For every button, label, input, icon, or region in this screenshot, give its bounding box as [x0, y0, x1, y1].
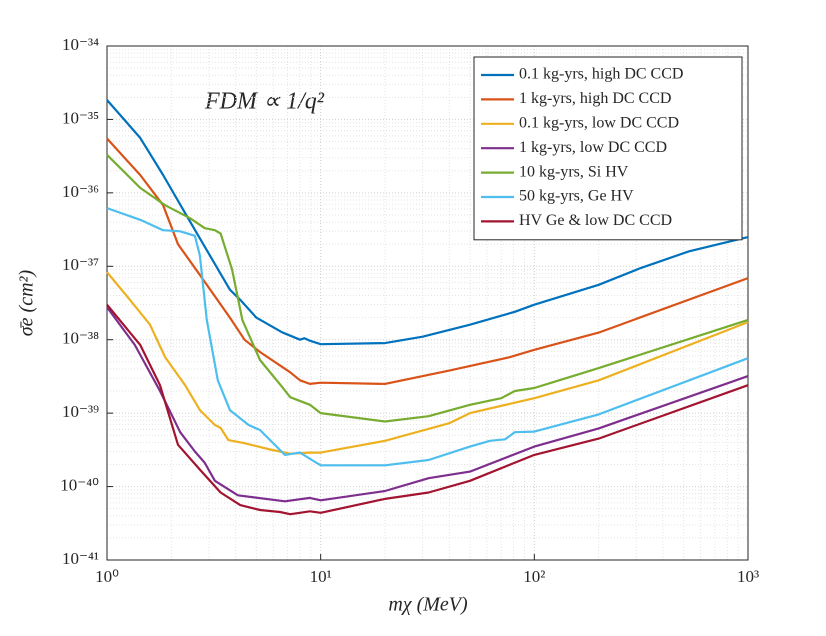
x-tick-label: 10¹: [310, 567, 332, 586]
y-tick-label: 10⁻³⁴: [62, 35, 99, 54]
x-tick-label: 10⁰: [95, 567, 119, 586]
x-tick-label: 10²: [523, 567, 545, 586]
legend-label: 1 kg-yrs, low DC CCD: [519, 139, 667, 156]
x-tick-label: 10³: [737, 567, 759, 586]
legend-label: 0.1 kg-yrs, low DC CCD: [519, 114, 679, 131]
legend-label: 0.1 kg-yrs, high DC CCD: [519, 66, 683, 83]
y-axis-label: σ̄e (cm²): [16, 269, 38, 336]
x-axis-label: mχ (MeV): [388, 594, 468, 616]
series-line: [106, 137, 749, 385]
y-tick-label: 10⁻⁴⁰: [60, 475, 99, 494]
y-tick-label: 10⁻⁴¹: [62, 549, 99, 568]
series-line: [106, 271, 749, 455]
series-line: [106, 154, 749, 423]
series-line: [106, 99, 749, 346]
annotation: FDM ∝ 1/q²: [204, 89, 325, 115]
y-tick-label: 10⁻³⁷: [62, 255, 99, 274]
legend-label: HV Ge & low DC CCD: [519, 212, 672, 229]
legend-box: [473, 56, 743, 241]
series-line: [106, 306, 749, 503]
y-tick-label: 10⁻³⁶: [62, 182, 99, 201]
series-line: [106, 207, 749, 467]
y-tick-label: 10⁻³⁹: [62, 402, 99, 421]
series-line: [106, 303, 749, 516]
legend-label: 50 kg-yrs, Ge HV: [519, 188, 634, 205]
y-tick-label: 10⁻³⁸: [62, 329, 99, 348]
y-tick-label: 10⁻³⁵: [62, 108, 99, 127]
plot-frame: [106, 45, 749, 561]
legend-label: 1 kg-yrs, high DC CCD: [519, 90, 671, 107]
legend-label: 10 kg-yrs, Si HV: [519, 163, 629, 180]
